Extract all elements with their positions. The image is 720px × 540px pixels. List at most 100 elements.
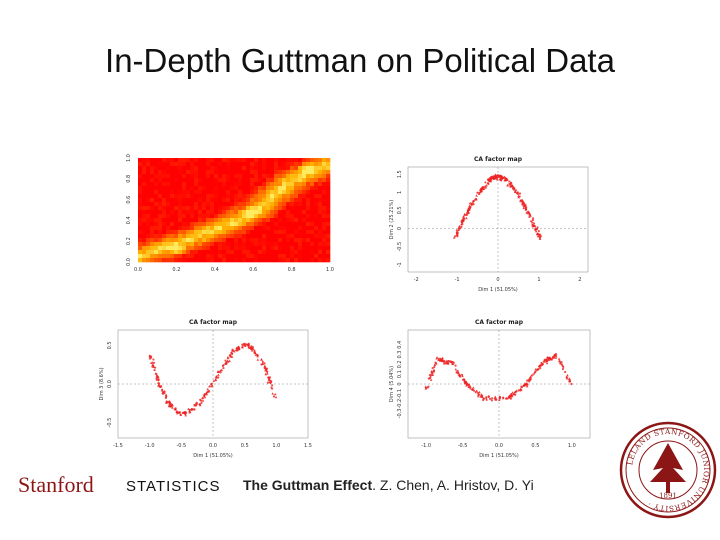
heatmap-cell — [254, 242, 259, 247]
data-point — [466, 211, 469, 214]
heatmap-cell — [254, 186, 259, 191]
data-point — [235, 348, 238, 351]
data-point — [468, 385, 472, 388]
heatmap-cell — [142, 242, 147, 247]
data-point — [160, 389, 164, 392]
heatmap-cell — [246, 214, 251, 219]
heatmap-cell — [262, 166, 267, 171]
heatmap-cell — [298, 190, 303, 195]
x-tick-label: 0.5 — [531, 443, 539, 449]
heatmap-cell — [178, 210, 183, 215]
data-point — [165, 394, 168, 398]
heatmap-cell — [182, 218, 187, 223]
heatmap-cell — [290, 242, 295, 247]
heatmap-cell — [318, 186, 323, 191]
heatmap-cell — [174, 186, 179, 191]
heatmap-cell — [154, 190, 159, 195]
heatmap-cell — [242, 178, 247, 183]
data-point — [266, 372, 269, 375]
heatmap-cell — [146, 210, 151, 215]
y-tick-label: -0.2 — [397, 399, 403, 409]
heatmap-cell — [278, 202, 283, 207]
y-tick-label: 0.3 — [397, 351, 403, 359]
data-point — [264, 372, 268, 376]
heatmap-cell — [194, 258, 199, 263]
heatmap-cell — [198, 162, 203, 167]
heatmap-cell — [174, 194, 179, 199]
heatmap-cell — [162, 214, 167, 219]
heatmap-cell — [294, 190, 299, 195]
data-point — [544, 358, 547, 361]
data-point — [488, 397, 492, 400]
heatmap-cell — [206, 170, 211, 175]
data-point — [154, 366, 157, 369]
data-point — [510, 393, 514, 397]
data-point — [558, 360, 561, 363]
data-point — [454, 364, 457, 367]
heatmap-cell — [238, 186, 243, 191]
data-point — [481, 395, 484, 399]
data-point — [471, 201, 475, 204]
data-point — [537, 229, 540, 233]
heatmap-cell — [318, 254, 323, 259]
heatmap-cell — [166, 214, 171, 219]
data-point — [165, 401, 168, 404]
heatmap-cell — [250, 206, 255, 211]
heatmap-cell — [206, 206, 211, 211]
data-point — [552, 355, 555, 358]
y-tick-label: -0.3 — [397, 409, 403, 419]
heatmap-cell — [310, 238, 315, 243]
heatmap-cell — [210, 186, 215, 191]
data-point — [534, 370, 537, 373]
heatmap-cell — [138, 186, 143, 191]
data-point — [152, 358, 155, 361]
heatmap-cell — [326, 250, 331, 255]
heatmap-cell — [306, 222, 311, 227]
heatmap-cell — [146, 222, 151, 227]
heatmap-cell — [278, 222, 283, 227]
heatmap-cell — [302, 206, 307, 211]
heatmap-cell — [218, 170, 223, 175]
heatmap-cell — [254, 222, 259, 227]
heatmap-cell — [278, 174, 283, 179]
heatmap-cell — [202, 246, 207, 251]
heatmap-cell — [242, 238, 247, 243]
data-point — [444, 361, 447, 364]
heatmap-cell — [294, 162, 299, 167]
heatmap-cell — [238, 170, 243, 175]
data-point — [570, 382, 573, 386]
heatmap-cell — [306, 214, 311, 219]
heatmap-cell — [210, 166, 215, 171]
heatmap-cell — [306, 202, 311, 207]
heatmap-cell — [230, 190, 235, 195]
heatmap-cell — [138, 218, 143, 223]
heatmap-cell — [170, 210, 175, 215]
stanford-wordmark: Stanford — [18, 472, 94, 497]
heatmap-cell — [206, 250, 211, 255]
heatmap-cell — [226, 186, 231, 191]
data-point — [477, 191, 481, 194]
heatmap-cell — [258, 238, 263, 243]
data-point — [175, 410, 178, 414]
heatmap-cell — [198, 202, 203, 207]
heatmap-cell — [262, 190, 267, 195]
heatmap-cell — [262, 158, 267, 163]
heatmap-cell — [162, 210, 167, 215]
data-point — [433, 363, 437, 367]
heatmap-cell — [270, 246, 275, 251]
heatmap-cell — [178, 238, 183, 243]
heatmap-cell — [282, 238, 287, 243]
heatmap-cell — [186, 258, 191, 263]
heatmap-cell — [258, 234, 263, 239]
heatmap-cell — [326, 234, 331, 239]
heatmap-cell — [218, 202, 223, 207]
heatmap-cell — [202, 238, 207, 243]
heatmap-cell — [198, 254, 203, 259]
data-point — [452, 236, 456, 239]
heatmap-cell — [290, 182, 295, 187]
heatmap-cell — [226, 174, 231, 179]
heatmap-cell — [250, 166, 255, 171]
heatmap-cell — [278, 226, 283, 231]
heatmap-cell — [158, 202, 163, 207]
data-point — [466, 382, 469, 385]
